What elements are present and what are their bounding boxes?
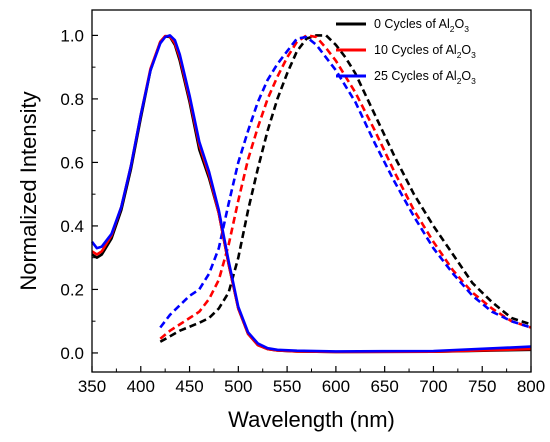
legend-subscript: 3 [464,24,469,34]
x-tick-label: 400 [127,377,155,396]
legend-text-part: O [461,69,471,83]
y-tick-label: 0.8 [60,90,84,109]
legend-label: 0 Cycles of Al2O3 [374,17,469,34]
x-tick-label: 350 [78,377,106,396]
y-tick-label: 0.0 [60,344,84,363]
legend-text-part: 25 Cycles of Al [374,69,457,83]
legend-subscript: 3 [471,76,476,86]
y-axis: 0.0 0.2 0.4 0.6 0.8 1.0 [60,26,98,363]
series-0-emission-line [159,34,532,343]
y-tick-label: 0.6 [60,153,84,172]
legend-label: 25 Cycles of Al2O3 [374,69,476,86]
x-axis-title: Wavelength (nm) [228,407,395,432]
x-tick-label: 700 [419,377,447,396]
legend-label: 10 Cycles of Al2O3 [374,43,476,60]
x-tick-label: 650 [370,377,398,396]
x-tick-label: 450 [175,377,203,396]
legend-subscript: 2 [457,50,462,60]
legend-subscript: 3 [471,50,476,60]
series-2-emission-line [159,35,532,329]
x-tick-label: 800 [517,377,545,396]
legend-subscript: 2 [457,76,462,86]
legend-text-part: O [454,17,464,31]
legend-subscript: 2 [450,24,455,34]
legend-text-part: 0 Cycles of Al [374,17,450,31]
x-axis: 350 400 450 500 550 600 650 700 750 800 [78,366,545,396]
x-tick-label: 500 [224,377,252,396]
legend-text-part: 10 Cycles of Al [374,43,457,57]
x-tick-label: 750 [468,377,496,396]
y-tick-label: 1.0 [60,26,84,45]
y-axis-title: Normalized Intensity [16,91,41,290]
y-tick-label: 0.2 [60,280,84,299]
legend-text-part: O [461,43,471,57]
series-2-absorption-line [90,34,532,353]
series-layer [90,34,532,354]
x-tick-label: 600 [322,377,350,396]
y-tick-label: 0.4 [60,217,84,236]
x-tick-label: 550 [273,377,301,396]
